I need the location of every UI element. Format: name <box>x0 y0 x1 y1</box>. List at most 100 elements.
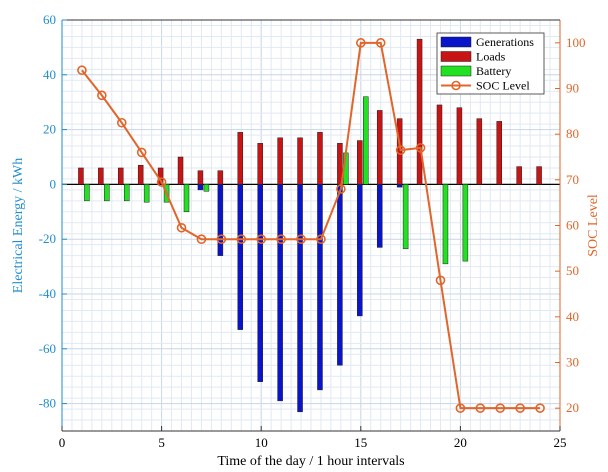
bar-battery <box>123 184 130 202</box>
legend-swatch <box>440 36 472 48</box>
soc-level-marker <box>196 234 207 244</box>
bar-generations <box>297 184 303 413</box>
soc-level-marker <box>316 234 326 244</box>
soc-level-marker <box>176 222 187 233</box>
y-axis-label: Electrical Energy / kWh <box>11 158 26 293</box>
bar-loads <box>118 167 124 185</box>
bar-battery <box>84 184 90 202</box>
bar-loads <box>376 110 383 185</box>
soc-line <box>77 38 545 413</box>
bar-loads <box>177 156 184 185</box>
bar-generations <box>217 184 224 256</box>
x-tick-label: 5 <box>158 435 165 450</box>
y2-axis-label: SOC Level <box>586 194 601 257</box>
legend-label: Loads <box>476 50 506 64</box>
soc-level-marker <box>415 143 426 153</box>
y2-tick-label: 70 <box>566 172 579 187</box>
soc-level-marker <box>435 275 446 286</box>
tick-labels: 0 5 10 15 20 25 -80 -60 -40 -20 0 20 40 60 20 30 40 50 60 7… <box>39 12 586 450</box>
x-axis-label: Time of the day / 1 hour intervals <box>217 454 404 469</box>
bar-loads <box>396 118 403 185</box>
bar-battery <box>203 184 210 192</box>
soc-level-marker <box>216 234 227 244</box>
bar-generations <box>197 184 204 191</box>
soc-level-marker <box>355 38 366 48</box>
x-tick-label: 0 <box>59 435 66 450</box>
legend-label: SOC Level <box>476 79 530 93</box>
soc-level-marker <box>495 403 506 413</box>
legend-swatch <box>440 65 472 77</box>
soc-level-marker <box>97 90 107 101</box>
soc-level-marker <box>276 234 286 244</box>
y2-tick-label: 90 <box>566 81 579 96</box>
bar-loads <box>237 132 244 185</box>
bar-loads <box>536 166 542 185</box>
bar-loads <box>357 140 363 185</box>
soc-level-marker <box>156 177 167 187</box>
legend-label: Battery <box>476 64 511 78</box>
bar-loads <box>217 170 224 185</box>
x-tick-label: 10 <box>255 435 268 450</box>
y2-tick-label: 100 <box>566 35 586 50</box>
y-tick-label: 0 <box>50 176 57 191</box>
soc-level-marker <box>395 145 406 155</box>
bar-loads <box>137 164 144 185</box>
soc-level-marker <box>455 403 466 413</box>
bar-generations <box>317 184 323 391</box>
legend-marker <box>451 80 461 91</box>
y-tick-label: -80 <box>39 396 56 411</box>
soc-level-marker <box>336 184 346 194</box>
bar-loads <box>436 104 443 185</box>
soc-level-marker <box>236 234 247 244</box>
legend-swatch <box>440 51 472 62</box>
bar-battery <box>143 184 150 203</box>
x-tick-label: 20 <box>454 435 467 450</box>
bar-loads <box>257 143 263 185</box>
y-tick-label: -40 <box>39 286 56 301</box>
bar-battery <box>104 184 110 202</box>
soc-level-marker <box>515 403 525 413</box>
y2-tick-label: 40 <box>566 309 579 324</box>
soc-level-marker <box>535 403 545 413</box>
bar-generations <box>337 184 343 366</box>
bar-battery <box>402 184 409 250</box>
y2-tick-label: 60 <box>566 218 579 233</box>
y2-tick-label: 80 <box>566 126 579 141</box>
y-tick-label: 60 <box>43 12 56 27</box>
bar-loads <box>197 170 204 185</box>
bar-loads <box>476 118 483 185</box>
bar-battery <box>183 184 190 213</box>
y2-tick-label: 50 <box>566 263 579 278</box>
soc-level-marker <box>296 234 306 244</box>
legend-label: Generations <box>476 35 534 49</box>
bar-loads <box>98 167 104 185</box>
bar-loads <box>496 121 502 185</box>
soc-level-marker <box>375 38 386 48</box>
bars <box>78 38 542 413</box>
bar-loads <box>516 166 522 185</box>
bar-generations <box>277 184 283 402</box>
y2-tick-label: 30 <box>566 355 579 370</box>
y2-tick-label: 20 <box>566 400 579 415</box>
axes <box>61 19 561 432</box>
bar-loads <box>277 137 283 185</box>
x-tick-label: 15 <box>354 435 367 450</box>
bar-battery <box>462 184 469 262</box>
bar-battery <box>442 184 449 265</box>
soc-level-marker <box>116 117 127 128</box>
bar-generations <box>396 184 403 188</box>
soc-level-marker <box>256 234 267 244</box>
bar-loads <box>297 137 303 185</box>
soc-level-marker <box>136 147 147 158</box>
y-tick-label: -60 <box>39 341 56 356</box>
bar-loads <box>456 107 463 185</box>
y-tick-label: 40 <box>43 67 56 82</box>
bar-battery <box>363 96 369 185</box>
soc-level-marker <box>475 403 486 413</box>
x-tick-label: 25 <box>554 435 567 450</box>
bar-generations <box>237 184 244 330</box>
bar-generations <box>357 184 363 317</box>
